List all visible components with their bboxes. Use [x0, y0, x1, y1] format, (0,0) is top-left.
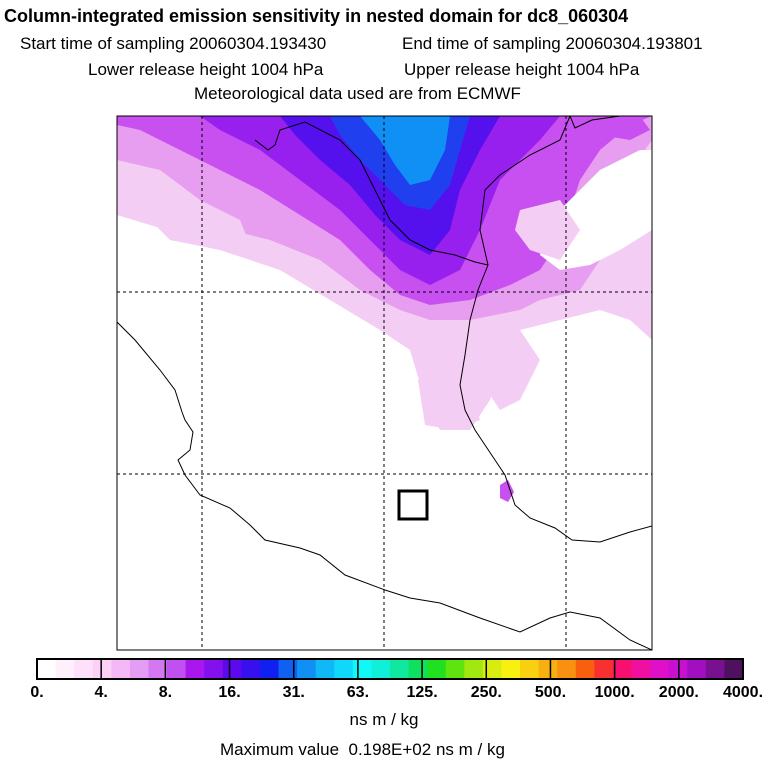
- map-gridlines: [117, 116, 652, 650]
- colorbar-cell: [445, 659, 465, 679]
- maximum-value-label: Maximum value: [220, 740, 340, 759]
- colorbar-cell: [482, 659, 502, 679]
- colorbar-frame: [36, 658, 744, 680]
- colorbar-cell: [167, 659, 187, 679]
- field-spot-small: [500, 480, 514, 502]
- colorbar-cell: [464, 659, 484, 679]
- colorbar-cell: [612, 659, 633, 679]
- colorbar-tick-label: 250.: [470, 684, 502, 701]
- coastlines: [117, 116, 652, 650]
- colorbar-tick-label: 63.: [346, 684, 370, 701]
- west-coastline: [117, 321, 652, 650]
- colorbar-cell: [371, 659, 391, 679]
- upper-height-label: Upper release height 1004 hPa: [404, 60, 640, 79]
- field-spot-upper-right: [590, 116, 650, 140]
- field-hole-right-rim: [515, 200, 580, 260]
- field-patch-light-lower: [418, 370, 480, 430]
- colorbar-cell: [390, 659, 410, 679]
- map-frame: [116, 115, 653, 651]
- colorbar-cell: [631, 659, 651, 679]
- colorbar-tick-label: 2000.: [658, 684, 699, 701]
- field-hole-left: [117, 160, 250, 245]
- colorbar-tick-label: 4.: [94, 684, 108, 701]
- colorbar-cell: [111, 659, 131, 679]
- colorbar-ticks: [100, 659, 680, 679]
- colorbar-cell: [594, 659, 614, 679]
- colorbar-cell: [650, 659, 670, 679]
- colorbar-tick-label: 0.: [30, 684, 44, 701]
- lower-height-label: Lower release height 1004 hPa: [88, 60, 324, 79]
- colorbar-tick-label: 4000.: [722, 684, 764, 701]
- colorbar-tick-label: 1000.: [594, 684, 635, 701]
- receptor-marker: [397, 489, 429, 521]
- colorbar-tick-label: 500.: [534, 684, 567, 701]
- field-contour-sky: [360, 116, 450, 185]
- colorbar-cell: [148, 659, 168, 679]
- colorbar-cell: [74, 659, 94, 679]
- east-coastline: [459, 116, 652, 543]
- colorbar-cell: [315, 659, 335, 679]
- colorbar-tick-label: 31.: [282, 684, 305, 701]
- plot-title: Column-integrated emission sensitivity i…: [4, 6, 629, 26]
- colorbar-cell: [37, 659, 57, 679]
- colorbar-cells: [37, 659, 744, 679]
- colorbar-cell: [334, 659, 354, 679]
- colorbar-cell: [501, 659, 521, 679]
- colorbar-cell: [185, 659, 205, 679]
- met-data-label: Meteorological data used are from ECMWF: [194, 84, 521, 103]
- border-line: [254, 121, 489, 266]
- colorbar-cell: [352, 659, 372, 679]
- start-time-label: Start time of sampling 20060304.193430: [20, 34, 327, 53]
- end-time-label: End time of sampling 20060304.193801: [402, 34, 703, 53]
- colorbar-cell: [427, 659, 447, 679]
- colorbar-cell: [222, 659, 242, 679]
- colorbar-cell: [705, 659, 725, 679]
- northeast-coastline: [569, 116, 621, 129]
- colorbar-cell: [129, 659, 149, 679]
- colorbar-cell: [687, 659, 707, 679]
- colorbar-cell: [278, 659, 298, 679]
- maximum-value-text: Maximum value 0.198E+02 ns m / kg: [220, 740, 505, 760]
- colorbar-cell: [520, 659, 540, 679]
- colorbar-cell: [204, 659, 224, 679]
- colorbar-tick-label: 8.: [158, 684, 173, 701]
- colorbar-cell: [259, 659, 280, 679]
- colorbar-cell: [408, 659, 428, 679]
- colorbar-tick-label: 125.: [406, 684, 438, 701]
- colorbar-cell: [538, 659, 558, 679]
- colorbar-units: ns m / kg: [349, 710, 419, 729]
- field-patch-light-right: [470, 330, 540, 410]
- colorbar-cell: [724, 659, 744, 679]
- colorbar-cell: [297, 659, 317, 679]
- colorbar-cell: [55, 659, 75, 679]
- maximum-value-number: 0.198E+02 ns m / kg: [348, 740, 505, 759]
- colorbar-cell: [575, 659, 595, 679]
- colorbar-tick-label: 16.: [218, 684, 241, 701]
- colorbar-cell: [92, 659, 112, 679]
- colorbar-cell: [241, 659, 261, 679]
- colorbar-cell: [557, 659, 577, 679]
